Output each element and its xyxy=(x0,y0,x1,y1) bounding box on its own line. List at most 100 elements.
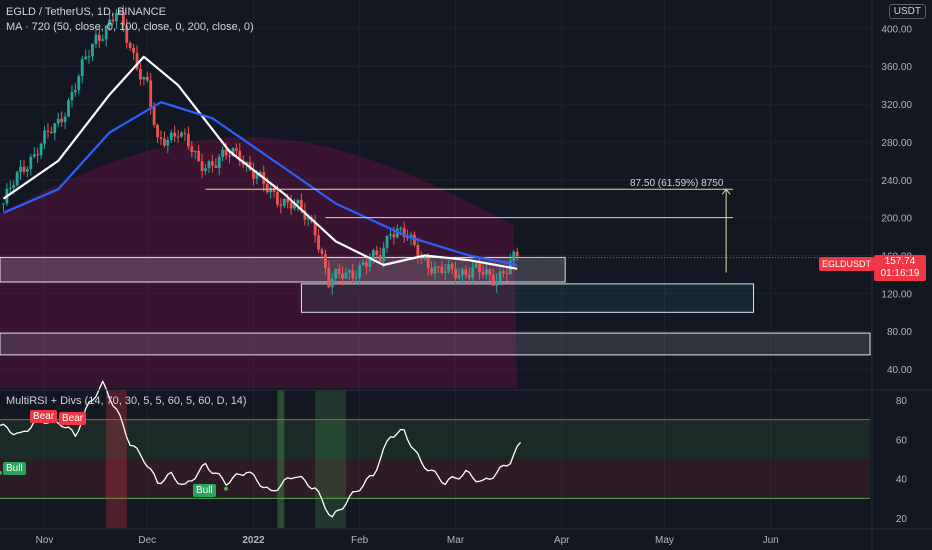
rsi-tick-label: 20 xyxy=(896,514,908,525)
candle-body xyxy=(255,174,259,179)
last-price-badge: 157.74 01:16:19 xyxy=(874,255,926,281)
ma-legend: MA · 720 (50, close, 0, 100, close, 0, 2… xyxy=(6,21,254,33)
candle-body xyxy=(186,133,190,147)
candle-body xyxy=(368,259,372,267)
candle-body xyxy=(173,132,177,137)
measure-label: 87.50 (61.59%) 8750 xyxy=(630,178,724,189)
price-tick-label: 120.00 xyxy=(881,289,912,300)
candle-body xyxy=(49,131,53,134)
candle-body xyxy=(12,185,16,188)
candle-body xyxy=(289,202,293,209)
candle-body xyxy=(245,161,249,165)
legend: EGLD / TetherUS, 1D, BINANCE MA · 720 (5… xyxy=(6,5,254,35)
candle-body xyxy=(197,150,201,162)
candle-body xyxy=(450,264,454,269)
candle-body xyxy=(180,132,183,137)
candle-body xyxy=(121,12,125,26)
last-price: 157.74 xyxy=(884,256,916,267)
candle-body xyxy=(443,271,447,274)
candle-body xyxy=(224,149,228,156)
time-tick-label: Mar xyxy=(447,535,465,546)
candle-body xyxy=(354,277,358,279)
candle-body xyxy=(238,150,242,161)
candle-body xyxy=(385,235,389,248)
candle-body xyxy=(430,268,433,274)
candle-body xyxy=(29,156,33,169)
price-tick-label: 400.00 xyxy=(881,24,912,35)
candle-body xyxy=(67,100,70,117)
candle-body xyxy=(317,235,320,250)
rsi-highlight-band xyxy=(277,390,285,528)
candle-body xyxy=(56,118,60,124)
candle-body xyxy=(80,59,84,77)
candle-body xyxy=(437,266,440,268)
divergence-marker xyxy=(0,470,2,475)
candle-body xyxy=(193,150,197,153)
candle-body xyxy=(163,138,166,146)
price-tick-label: 360.00 xyxy=(881,62,912,73)
candle-body xyxy=(461,269,464,276)
rsi-highlight-band xyxy=(106,390,127,528)
candle-body xyxy=(389,234,392,236)
candle-body xyxy=(60,118,64,123)
candle-body xyxy=(118,12,122,14)
candle-body xyxy=(347,270,351,273)
price-tick-label: 80.00 xyxy=(887,327,912,338)
candle-body xyxy=(300,199,303,211)
candle-body xyxy=(502,271,505,274)
candle-body xyxy=(447,264,451,272)
candle-body xyxy=(53,123,57,134)
candle-body xyxy=(279,204,283,206)
candle-body xyxy=(378,255,382,262)
candle-body xyxy=(87,56,91,58)
candle-body xyxy=(207,161,211,169)
candle-body xyxy=(176,136,180,138)
rsi-plot xyxy=(0,380,870,528)
candle-body xyxy=(467,275,471,278)
candle-body xyxy=(139,68,142,80)
candle-body xyxy=(108,19,112,26)
candle-body xyxy=(210,161,214,166)
candle-body xyxy=(73,90,77,93)
divergence-marker xyxy=(224,486,229,491)
candle-body xyxy=(454,268,457,279)
candle-body xyxy=(282,198,286,206)
candle-body xyxy=(169,132,173,141)
currency-button[interactable]: USDT xyxy=(888,4,926,19)
candle-body xyxy=(306,217,310,220)
price-tick-label: 200.00 xyxy=(881,214,912,225)
candle-body xyxy=(382,247,386,262)
candle-body xyxy=(8,187,12,189)
candle-body xyxy=(358,265,362,278)
symbol-badge: EGLDUSDT xyxy=(819,257,875,271)
price-tick-label: 240.00 xyxy=(881,176,912,187)
candle-body xyxy=(337,268,341,274)
candle-body xyxy=(323,253,327,269)
candle-body xyxy=(231,148,235,157)
price-zone xyxy=(0,332,871,356)
drawings xyxy=(205,188,870,273)
candle-body xyxy=(19,166,22,173)
candle-body xyxy=(478,263,481,273)
price-tick-label: 40.00 xyxy=(887,365,912,376)
rsi-bull-zone xyxy=(0,419,870,459)
candle-body xyxy=(409,234,413,238)
candle-body xyxy=(159,137,163,139)
rsi-tick-label: 80 xyxy=(896,396,908,407)
rsi-line xyxy=(0,380,522,518)
time-tick-label: Apr xyxy=(554,535,570,546)
candle-body xyxy=(371,250,375,260)
candle-body xyxy=(217,156,221,168)
candle-body xyxy=(293,203,296,209)
candle-body xyxy=(423,257,427,259)
candle-body xyxy=(26,168,29,172)
candle-body xyxy=(399,228,403,230)
candle-body xyxy=(426,257,430,269)
candle-body xyxy=(276,191,279,205)
candle-body xyxy=(22,166,26,172)
candle-body xyxy=(145,76,149,81)
candle-body xyxy=(2,203,5,205)
rsi-legend: MultiRSI + Divs (14, 70, 30, 5, 5, 60, 5… xyxy=(6,395,247,407)
candle-body xyxy=(296,199,300,204)
